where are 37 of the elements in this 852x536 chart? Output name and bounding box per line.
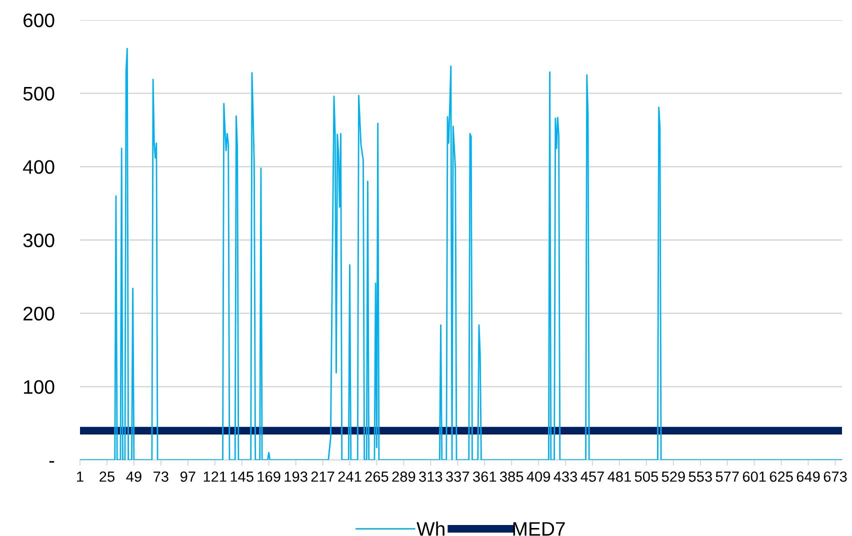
y-tick-label: 400 xyxy=(23,160,54,174)
y-tick-label: 500 xyxy=(23,86,54,101)
x-tick-label: 505 xyxy=(634,471,658,482)
x-tick-label: 673 xyxy=(824,471,847,482)
x-tick-label: 337 xyxy=(446,471,470,482)
x-tick-label: 625 xyxy=(770,471,793,482)
y-tick-label: - xyxy=(49,461,54,463)
x-tick-label: 217 xyxy=(311,471,334,482)
y-tick-label: 300 xyxy=(23,233,54,248)
x-tick-label: 649 xyxy=(796,471,820,482)
x-tick-label: 97 xyxy=(180,471,196,482)
x-tick-label: 433 xyxy=(554,471,578,482)
x-tick-label: 481 xyxy=(608,471,631,482)
legend-label: Wh xyxy=(416,522,444,536)
y-tick-label: 200 xyxy=(24,306,54,321)
x-tick-label: 121 xyxy=(204,471,226,482)
y-tick-label: 100 xyxy=(24,380,54,394)
x-tick-label: 529 xyxy=(662,471,685,482)
x-tick-label: 289 xyxy=(392,471,416,482)
x-tick-label: 169 xyxy=(258,471,280,482)
x-tick-label: 577 xyxy=(716,472,739,482)
x-tick-label: 145 xyxy=(230,472,254,482)
x-tick-label: 193 xyxy=(284,471,308,482)
x-tick-label: 553 xyxy=(688,471,712,482)
x-tick-label: 25 xyxy=(100,471,114,482)
x-tick-label: 73 xyxy=(154,471,168,482)
x-tick-label: 601 xyxy=(742,471,766,482)
x-tick-label: 313 xyxy=(419,471,442,482)
x-tick-label: 385 xyxy=(500,471,524,482)
x-tick-label: 1 xyxy=(77,472,84,482)
x-tick-label: 265 xyxy=(365,471,388,482)
x-tick-label: 409 xyxy=(526,471,550,482)
x-tick-label: 457 xyxy=(580,472,604,482)
x-tick-label: 49 xyxy=(126,471,142,482)
x-tick-label: 241 xyxy=(338,471,362,482)
x-tick-label: 361 xyxy=(472,471,496,482)
y-tick-label: 600 xyxy=(24,13,54,28)
